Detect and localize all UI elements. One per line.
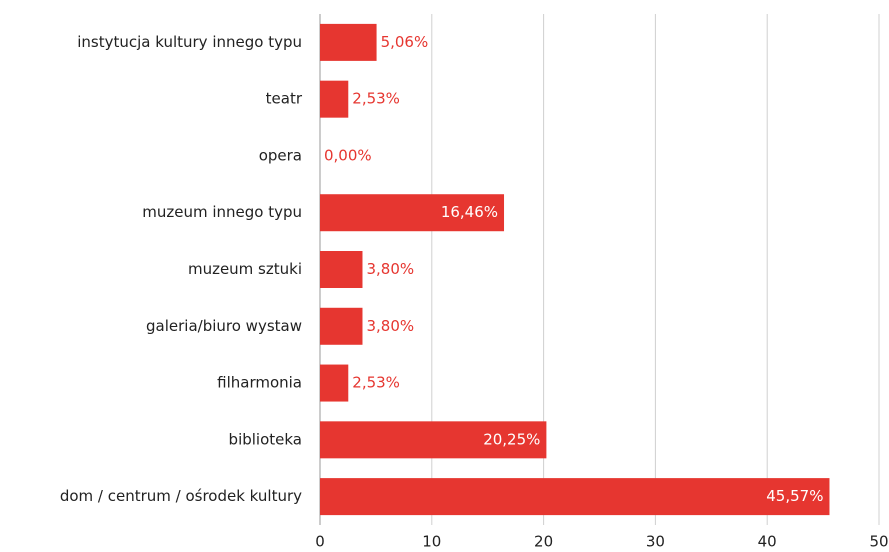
bar xyxy=(320,307,363,345)
x-tick-label: 40 xyxy=(758,533,777,551)
y-tick-label: galeria/biuro wystaw xyxy=(146,317,302,335)
value-label: 3,80% xyxy=(366,260,414,278)
y-tick-label: biblioteka xyxy=(229,430,302,448)
value-label: 2,53% xyxy=(352,374,400,392)
bar xyxy=(320,194,505,232)
y-tick-label: dom / centrum / ośrodek kultury xyxy=(60,487,302,505)
value-label: 20,25% xyxy=(483,430,540,448)
x-tick-label: 50 xyxy=(869,533,888,551)
y-tick-label: opera xyxy=(259,146,302,164)
bar xyxy=(320,421,547,459)
x-tick-label: 10 xyxy=(422,533,441,551)
value-label: 16,46% xyxy=(441,203,498,221)
y-tick-label: teatr xyxy=(266,90,303,108)
bar xyxy=(320,23,377,61)
y-tick-label: instytucja kultury innego typu xyxy=(77,33,302,51)
bar xyxy=(320,478,830,516)
value-label: 0,00% xyxy=(324,146,372,164)
x-tick-label: 0 xyxy=(315,533,325,551)
bar xyxy=(320,251,363,288)
value-label: 5,06% xyxy=(381,33,429,51)
value-label: 2,53% xyxy=(352,90,400,108)
x-tick-label: 20 xyxy=(534,533,553,551)
y-tick-label: muzeum innego typu xyxy=(142,203,302,221)
y-tick-label: muzeum sztuki xyxy=(188,260,302,278)
x-tick-label: 30 xyxy=(646,533,665,551)
bar xyxy=(320,80,349,118)
value-label: 3,80% xyxy=(366,317,414,335)
value-label: 45,57% xyxy=(766,487,823,505)
y-tick-label: filharmonia xyxy=(217,374,302,392)
bar xyxy=(320,364,349,402)
